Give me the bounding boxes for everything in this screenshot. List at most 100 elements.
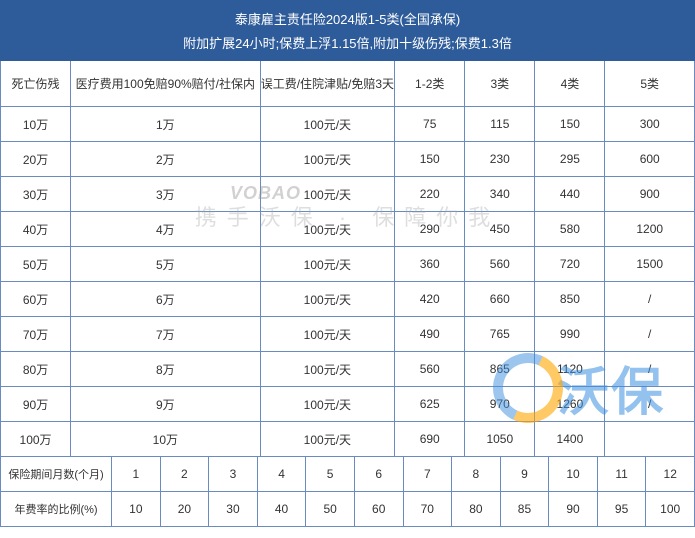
period-rate-table: 保险期间月数(个月) 123456789101112 年费率的比例(%) 102… [0, 456, 695, 527]
table-cell: 150 [395, 142, 465, 177]
col-medical: 医疗费用100免赔90%赔付/社保内 [71, 61, 260, 107]
table-row: 20万2万100元/天150230295600 [1, 142, 695, 177]
col-allowance: 误工费/住院津贴/免赔3天 [260, 61, 395, 107]
table-cell: 450 [465, 212, 535, 247]
table-row: 70万7万100元/天490765990/ [1, 317, 695, 352]
rate-cell: 60 [354, 492, 403, 527]
table-cell: 8万 [71, 352, 260, 387]
rate-cell: 10 [112, 492, 161, 527]
rate-cell: 95 [597, 492, 646, 527]
table-cell: 990 [535, 317, 605, 352]
month-cell: 8 [452, 457, 501, 492]
table-cell: / [605, 282, 695, 317]
table-cell: 100元/天 [260, 422, 395, 457]
month-cell: 12 [646, 457, 695, 492]
insurance-table: 泰康雇主责任险2024版1-5类(全国承保) 附加扩展24小时;保费上浮1.15… [0, 0, 695, 457]
table-cell: 75 [395, 107, 465, 142]
table-cell: 50万 [1, 247, 71, 282]
table-row: 30万3万100元/天220340440900 [1, 177, 695, 212]
rate-cell: 100 [646, 492, 695, 527]
table-cell: 100元/天 [260, 352, 395, 387]
col-class-1-2: 1-2类 [395, 61, 465, 107]
table-cell: 230 [465, 142, 535, 177]
table-cell: 3万 [71, 177, 260, 212]
table-cell: 560 [465, 247, 535, 282]
table-cell: 150 [535, 107, 605, 142]
table-row: 40万4万100元/天2904505801200 [1, 212, 695, 247]
table-cell: 1万 [71, 107, 260, 142]
table-row: 90万9万100元/天6259701260/ [1, 387, 695, 422]
title-line1: 泰康雇主责任险2024版1-5类(全国承保) [1, 1, 695, 31]
table-cell: 1400 [535, 422, 605, 457]
month-cell: 3 [209, 457, 258, 492]
col-class-3: 3类 [465, 61, 535, 107]
table-cell: 80万 [1, 352, 71, 387]
title-row-2: 附加扩展24小时;保费上浮1.15倍,附加十级伤残;保费1.3倍 [1, 31, 695, 61]
months-label: 保险期间月数(个月) [1, 457, 112, 492]
table-cell: 7万 [71, 317, 260, 352]
table-cell: 295 [535, 142, 605, 177]
table-cell: 100元/天 [260, 107, 395, 142]
table-cell: / [605, 317, 695, 352]
table-cell: 300 [605, 107, 695, 142]
table-row: 60万6万100元/天420660850/ [1, 282, 695, 317]
table-cell: 1120 [535, 352, 605, 387]
month-cell: 7 [403, 457, 452, 492]
month-cell: 2 [160, 457, 209, 492]
table-cell: 600 [605, 142, 695, 177]
table-row: 100万10万100元/天69010501400 [1, 422, 695, 457]
table-cell: 1500 [605, 247, 695, 282]
table-cell: 100元/天 [260, 142, 395, 177]
rate-cell: 20 [160, 492, 209, 527]
table-cell: 340 [465, 177, 535, 212]
month-cell: 4 [257, 457, 306, 492]
rate-cell: 85 [500, 492, 549, 527]
table-cell: 2万 [71, 142, 260, 177]
table-row: 50万5万100元/天3605607201500 [1, 247, 695, 282]
col-class-4: 4类 [535, 61, 605, 107]
table-cell: 900 [605, 177, 695, 212]
table-cell: 660 [465, 282, 535, 317]
table-cell: 490 [395, 317, 465, 352]
table-cell: 865 [465, 352, 535, 387]
rate-cell: 50 [306, 492, 355, 527]
table-cell: 60万 [1, 282, 71, 317]
table-cell: 115 [465, 107, 535, 142]
rate-row: 年费率的比例(%) 1020304050607080859095100 [1, 492, 695, 527]
table-cell [605, 422, 695, 457]
table-row: 80万8万100元/天5608651120/ [1, 352, 695, 387]
table-cell: 440 [535, 177, 605, 212]
table-cell: 1260 [535, 387, 605, 422]
table-cell: 9万 [71, 387, 260, 422]
column-header-row: 死亡伤残 医疗费用100免赔90%赔付/社保内 误工费/住院津贴/免赔3天 1-… [1, 61, 695, 107]
rate-cell: 90 [549, 492, 598, 527]
table-cell: 1200 [605, 212, 695, 247]
table-cell: 100万 [1, 422, 71, 457]
table-cell: 30万 [1, 177, 71, 212]
title-line2: 附加扩展24小时;保费上浮1.15倍,附加十级伤残;保费1.3倍 [1, 31, 695, 61]
table-cell: 220 [395, 177, 465, 212]
table-cell: 560 [395, 352, 465, 387]
table-cell: 5万 [71, 247, 260, 282]
rate-cell: 40 [257, 492, 306, 527]
table-cell: 720 [535, 247, 605, 282]
table-cell: 765 [465, 317, 535, 352]
table-cell: 40万 [1, 212, 71, 247]
table-cell: 6万 [71, 282, 260, 317]
table-cell: 100元/天 [260, 387, 395, 422]
table-cell: 100元/天 [260, 177, 395, 212]
table-cell: 580 [535, 212, 605, 247]
rate-label: 年费率的比例(%) [1, 492, 112, 527]
table-cell: 100元/天 [260, 317, 395, 352]
month-cell: 11 [597, 457, 646, 492]
table-cell: 360 [395, 247, 465, 282]
table-cell: 100元/天 [260, 247, 395, 282]
table-cell: 70万 [1, 317, 71, 352]
table-cell: 4万 [71, 212, 260, 247]
table-cell: 20万 [1, 142, 71, 177]
months-row: 保险期间月数(个月) 123456789101112 [1, 457, 695, 492]
month-cell: 9 [500, 457, 549, 492]
table-cell: 90万 [1, 387, 71, 422]
rate-cell: 80 [452, 492, 501, 527]
table-cell: 625 [395, 387, 465, 422]
